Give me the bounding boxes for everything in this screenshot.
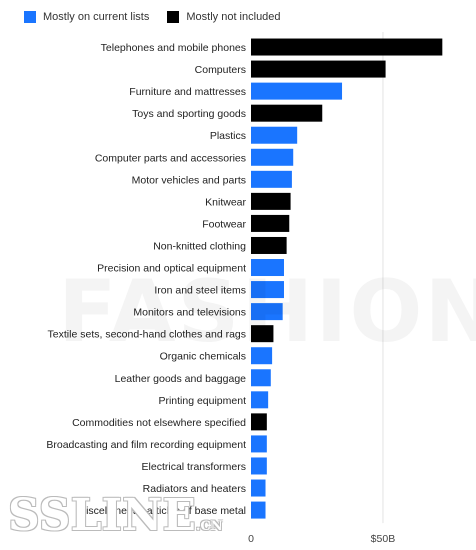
bar-3: [251, 104, 323, 122]
bar-17: [251, 413, 267, 431]
bar-13: [251, 325, 274, 343]
bar-2: [251, 82, 343, 100]
bar-14: [251, 347, 273, 365]
bar-21: [251, 501, 266, 519]
category-label-10: Precision and optical equipment: [97, 263, 246, 275]
category-label-2: Furniture and mattresses: [129, 86, 246, 98]
bar-0: [251, 38, 443, 56]
bar-15: [251, 369, 271, 387]
bar-12: [251, 303, 283, 321]
category-label-12: Monitors and televisions: [133, 307, 246, 319]
category-label-18: Broadcasting and film recording equipmen…: [46, 439, 246, 451]
legend-swatch-not-included: [167, 11, 180, 23]
bar-5: [251, 148, 294, 166]
bar-1: [251, 60, 386, 78]
bar-18: [251, 435, 267, 453]
x-tick-label-1: $50B: [371, 533, 396, 545]
bar-19: [251, 457, 267, 475]
bar-9: [251, 236, 287, 254]
bar-16: [251, 391, 269, 409]
bar-4: [251, 126, 298, 144]
category-label-1: Computers: [195, 64, 246, 76]
category-label-21: Miscellaneous articles of base metal: [77, 505, 246, 517]
x-tick-label-0: 0: [248, 533, 254, 545]
category-label-19: Electrical transformers: [142, 461, 246, 473]
category-label-16: Printing equipment: [158, 395, 246, 407]
category-label-11: Iron and steel items: [154, 285, 246, 297]
category-label-3: Toys and sporting goods: [132, 108, 246, 120]
bar-7: [251, 192, 291, 210]
category-label-14: Organic chemicals: [160, 351, 246, 363]
bar-20: [251, 479, 266, 497]
category-label-20: Radiators and heaters: [143, 483, 246, 495]
category-label-15: Leather goods and baggage: [115, 373, 247, 385]
category-label-7: Knitwear: [205, 196, 246, 208]
legend-item-not-included: Mostly not included: [167, 11, 281, 23]
bar-6: [251, 170, 292, 188]
category-label-6: Motor vehicles and parts: [132, 174, 246, 186]
legend-item-on-lists: Mostly on current lists: [24, 11, 149, 23]
chart-legend: Mostly on current lists Mostly not inclu…: [24, 9, 299, 25]
bar-8: [251, 214, 290, 232]
legend-swatch-on-lists: [24, 11, 36, 23]
category-label-0: Telephones and mobile phones: [101, 42, 246, 54]
category-label-9: Non-knitted clothing: [153, 240, 246, 252]
category-label-8: Footwear: [202, 218, 246, 230]
category-label-13: Textile sets, second-hand clothes and ra…: [48, 329, 246, 341]
legend-label-on-lists: Mostly on current lists: [43, 11, 150, 23]
bar-10: [251, 259, 284, 277]
category-label-5: Computer parts and accessories: [95, 152, 246, 164]
category-label-4: Plastics: [210, 130, 246, 142]
bar-11: [251, 281, 284, 299]
legend-label-not-included: Mostly not included: [186, 11, 281, 23]
category-label-17: Commodities not elsewhere specified: [72, 417, 246, 429]
